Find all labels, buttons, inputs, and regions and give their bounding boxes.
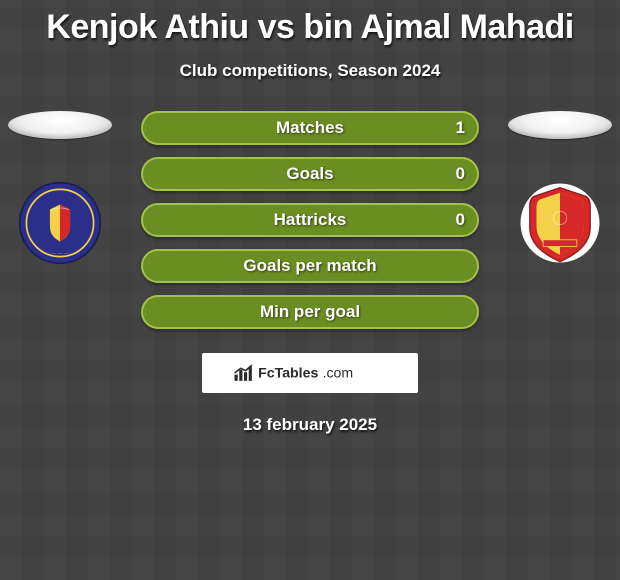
footer-date: 13 february 2025 (243, 415, 377, 435)
right-player-avatar-placeholder (508, 111, 612, 139)
stat-label: Min per goal (260, 302, 360, 322)
page-title: Kenjok Athiu vs bin Ajmal Mahadi (0, 0, 620, 47)
left-club-crest: — — — (18, 181, 102, 265)
stat-right-value: 0 (456, 159, 465, 189)
crest-left-icon: — — — (18, 181, 102, 265)
stat-right-value: 1 (456, 113, 465, 143)
stat-row-hattricks: Hattricks 0 (141, 203, 479, 237)
stat-row-goals-per-match: Goals per match (141, 249, 479, 283)
subtitle: Club competitions, Season 2024 (0, 61, 620, 81)
fctables-logo-icon: FcTables .com (220, 362, 400, 384)
stat-label: Matches (276, 118, 344, 138)
stat-row-min-per-goal: Min per goal (141, 295, 479, 329)
stats-column: Matches 1 Goals 0 Hattricks 0 Goals per … (120, 111, 500, 435)
brand-badge: FcTables .com (202, 353, 418, 393)
comparison-panel: — — — Matches 1 Goals 0 Hattricks 0 Goal… (0, 111, 620, 435)
svg-text:FcTables: FcTables (258, 365, 318, 381)
stat-row-goals: Goals 0 (141, 157, 479, 191)
svg-text:.com: .com (323, 365, 354, 381)
svg-text:— — —: — — — (51, 251, 70, 257)
right-player-column (500, 111, 620, 265)
left-player-avatar-placeholder (8, 111, 112, 139)
stat-label: Goals (286, 164, 333, 184)
left-player-column: — — — (0, 111, 120, 265)
stat-label: Goals per match (243, 256, 376, 276)
right-club-crest (518, 181, 602, 265)
stat-right-value: 0 (456, 205, 465, 235)
crest-right-icon (518, 181, 602, 265)
stat-label: Hattricks (274, 210, 347, 230)
stat-row-matches: Matches 1 (141, 111, 479, 145)
